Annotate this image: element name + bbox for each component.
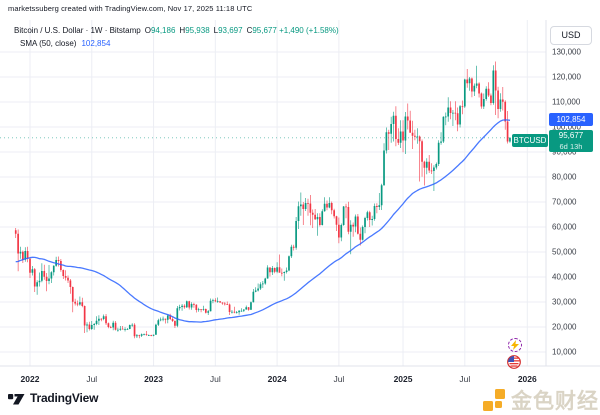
legend-symbol-row[interactable]: Bitcoin / U.S. Dollar · 1W · Bitstamp O94… bbox=[14, 25, 339, 37]
time-axis[interactable]: 2022 Jul 2023 Jul 2024 Jul 2025 Jul 2026 bbox=[21, 374, 537, 384]
jinse-watermark: 金色财经 bbox=[483, 385, 599, 415]
price-axis-label: 20,000 bbox=[552, 323, 577, 332]
price-axis-label: 10,000 bbox=[552, 348, 577, 357]
time-axis-label: 2023 bbox=[144, 374, 163, 384]
price-axis-label: 60,000 bbox=[552, 223, 577, 232]
time-axis-label: Jul bbox=[86, 374, 97, 384]
sma-line bbox=[15, 119, 511, 323]
chart-legend: Bitcoin / U.S. Dollar · 1W · Bitstamp O94… bbox=[14, 25, 339, 50]
time-axis-label: 2024 bbox=[268, 374, 287, 384]
high-label: H bbox=[179, 26, 186, 35]
sma-value: 102,854 bbox=[81, 39, 111, 48]
bar-countdown: 6d 13h bbox=[559, 142, 583, 151]
last-price-badge: 95,677 6d 13h bbox=[549, 130, 593, 152]
change-value: +1,490 (+1.58%) bbox=[279, 26, 339, 35]
symbol-title[interactable]: Bitcoin / U.S. Dollar · 1W · Bitstamp bbox=[14, 26, 141, 35]
lightning-event-icon[interactable] bbox=[508, 338, 522, 352]
lightning-bolt-icon bbox=[511, 340, 519, 350]
price-axis-label: 80,000 bbox=[552, 173, 577, 182]
price-axis-label: 90,000 bbox=[552, 148, 577, 157]
time-axis-label: Jul bbox=[210, 374, 221, 384]
time-axis-label: Jul bbox=[459, 374, 470, 384]
candles-layer bbox=[14, 61, 511, 339]
sma-label: SMA (50, close) bbox=[20, 39, 77, 48]
last-price-value: 95,677 bbox=[558, 131, 584, 140]
jinse-watermark-text: 金色财经 bbox=[511, 390, 599, 413]
symbol-badge: BTCUSD bbox=[512, 134, 548, 147]
low-label: L bbox=[213, 26, 219, 35]
price-axis-label: 30,000 bbox=[552, 298, 577, 307]
jinse-logo-icon bbox=[483, 388, 505, 411]
time-axis-label: 2025 bbox=[394, 374, 413, 384]
currency-toggle-button[interactable]: USD bbox=[550, 26, 592, 45]
grid-lines bbox=[0, 20, 546, 366]
us-flag-circle-icon bbox=[507, 355, 521, 369]
high-value: 95,938 bbox=[185, 26, 210, 35]
tradingview-brand-text: TradingView bbox=[30, 390, 99, 405]
price-axis-label: 120,000 bbox=[552, 73, 581, 82]
us-flag-event-icon[interactable] bbox=[507, 355, 521, 369]
tradingview-glyph-icon bbox=[8, 394, 25, 405]
time-axis-label: Jul bbox=[333, 374, 344, 384]
open-label: O bbox=[144, 26, 151, 35]
price-axis-label: 50,000 bbox=[552, 248, 577, 257]
sma-price-badge: 102,854 bbox=[549, 113, 593, 126]
price-axis-label: 40,000 bbox=[552, 273, 577, 282]
close-label: C bbox=[246, 26, 253, 35]
price-axis[interactable]: 130,000 120,000 110,000 100,000 90,000 80,000… bbox=[552, 48, 581, 357]
time-axis-label: 2022 bbox=[21, 374, 40, 384]
close-value: 95,677 bbox=[252, 26, 277, 35]
legend-sma-row[interactable]: SMA (50, close) 102,854 bbox=[20, 38, 339, 50]
price-axis-label: 70,000 bbox=[552, 198, 577, 207]
price-axis-label: 100,000 bbox=[552, 123, 581, 132]
axis-borders bbox=[0, 20, 600, 367]
price-axis-label: 110,000 bbox=[552, 98, 581, 107]
tradingview-logo[interactable]: TradingView bbox=[8, 390, 98, 405]
price-axis-label: 130,000 bbox=[552, 48, 581, 57]
open-value: 94,186 bbox=[150, 26, 176, 35]
low-value: 93,697 bbox=[218, 26, 243, 35]
attribution-text: marketssuberg created with TradingView.c… bbox=[8, 4, 253, 13]
time-axis-label: 2026 bbox=[518, 374, 537, 384]
